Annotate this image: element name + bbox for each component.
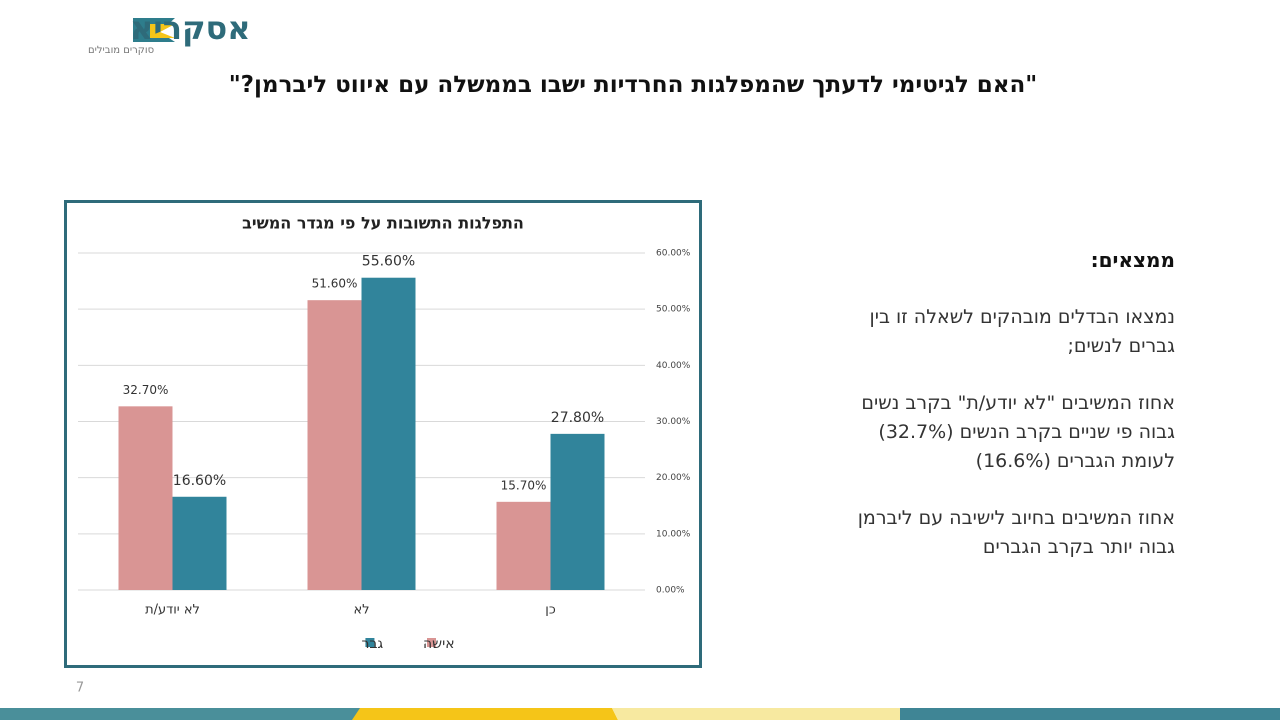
y-tick-label: 20.00% <box>656 473 691 483</box>
chart-title: התפלגות התשובות על פי מגדר המשיב <box>242 214 524 233</box>
findings-line: אחוז המשיבים "לא יודע/ת" בקרב נשים <box>861 392 1175 414</box>
footer-band <box>612 708 900 720</box>
legend-label: אישה <box>423 636 455 652</box>
bar <box>361 277 416 590</box>
data-label: 32.70% <box>123 383 169 397</box>
legend-label: גבר <box>361 636 383 652</box>
y-tick-label: 30.00% <box>656 417 691 427</box>
data-label: 16.60% <box>173 473 226 489</box>
findings-line: גברים לנשים; <box>1067 335 1175 357</box>
y-tick-label: 0.00% <box>656 586 685 596</box>
slide-title: "האם לגיטימי לדעתך שהמפלגות החרדיות ישבו… <box>228 72 1038 98</box>
x-tick-label: כן <box>545 603 556 618</box>
footer-band <box>352 708 618 720</box>
bar <box>118 406 173 590</box>
findings: ממצאים: נמצאו הבדלים מובהקים לשאלה זו בי… <box>780 246 1175 590</box>
logo-text: אסקריא <box>130 9 251 47</box>
footer-band <box>900 708 1280 720</box>
data-label: 55.60% <box>362 254 415 270</box>
logo-tagline: סוקרים מובילים <box>88 45 154 56</box>
findings-line: גבוה פי שניים בקרב הנשים (32.7%) <box>878 421 1175 443</box>
findings-paragraph: אחוז המשיבים "לא יודע/ת" בקרב נשים גבוה פ… <box>780 389 1175 476</box>
page-number: 7 <box>76 681 84 696</box>
logo-icon-accent <box>150 24 175 38</box>
footer-band <box>0 708 360 720</box>
y-tick-label: 60.00% <box>656 249 691 259</box>
x-tick-label: לא יודע/ת <box>145 603 200 618</box>
y-tick-label: 10.00% <box>656 529 691 539</box>
y-tick-label: 40.00% <box>656 361 691 371</box>
bar <box>496 501 551 590</box>
findings-line: אחוז המשיבים בחיוב לישיבה עם ליברמן <box>857 507 1175 529</box>
findings-line: נמצאו הבדלים מובהקים לשאלה זו בין <box>869 306 1175 328</box>
bar <box>307 300 362 590</box>
bar <box>172 496 227 590</box>
findings-paragraph: אחוז המשיבים בחיוב לישיבה עם ליברמן גבוה … <box>780 504 1175 562</box>
legend-swatch <box>365 638 375 647</box>
findings-heading: ממצאים: <box>1090 248 1175 272</box>
chart: התפלגות התשובות על פי מגדר המשיב 0.00% 10… <box>78 214 691 652</box>
x-tick-label: לא <box>353 603 369 618</box>
y-tick-label: 50.00% <box>656 305 691 315</box>
data-label: 51.60% <box>312 277 358 291</box>
findings-line: גבוה יותר בקרב הגברים <box>982 536 1175 558</box>
findings-line: לעומת הגברים (16.6%) <box>975 450 1175 472</box>
findings-paragraph: נמצאו הבדלים מובהקים לשאלה זו בין גברים ל… <box>780 303 1175 361</box>
legend-swatch <box>427 638 436 647</box>
bar <box>550 433 605 590</box>
data-label: 27.80% <box>551 410 604 426</box>
data-label: 15.70% <box>501 478 547 492</box>
